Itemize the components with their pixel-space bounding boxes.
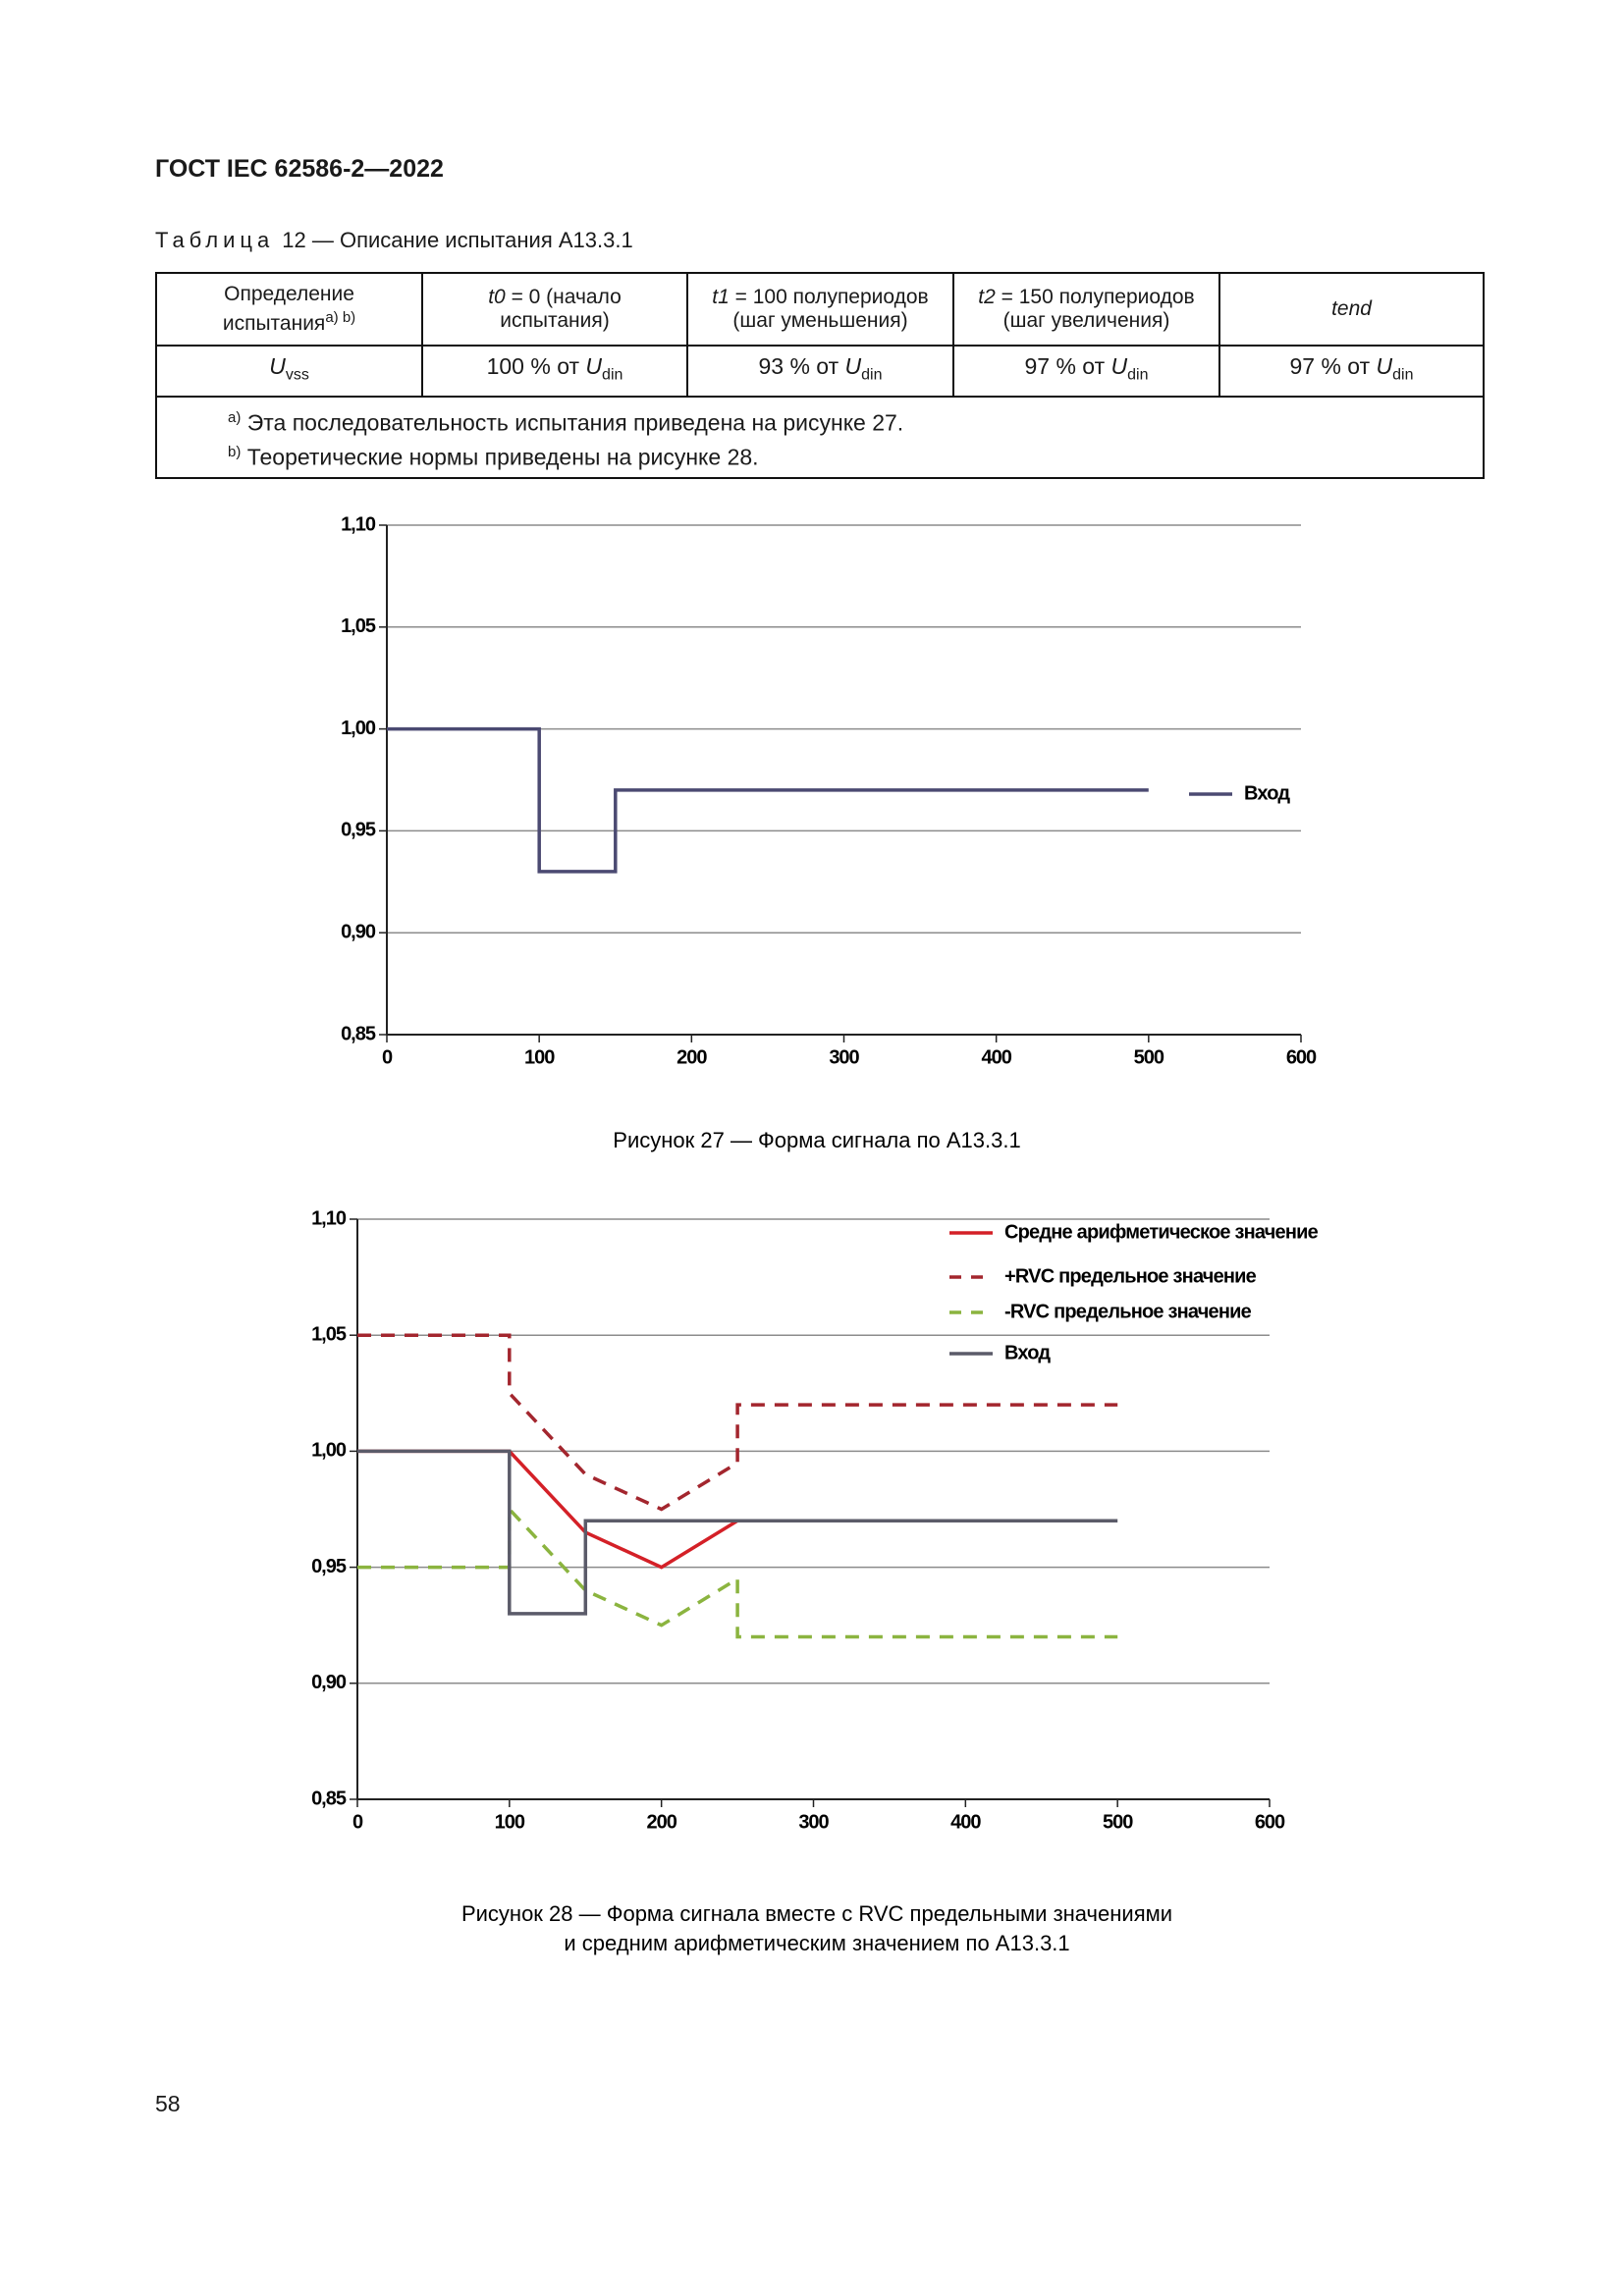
x-tick-label: 0 (352, 1811, 363, 1833)
x-tick-label: 200 (677, 1046, 707, 1068)
x-tick-label: 500 (1134, 1046, 1164, 1068)
x-tick-label: 400 (981, 1046, 1011, 1068)
figure-caption: Рисунок 28 — Форма сигнала вместе с RVC … (461, 1901, 1172, 1926)
y-tick-label: 1,10 (311, 1207, 347, 1229)
cell-text: = 100 полупериодов (шаг уменьшения) (732, 286, 929, 332)
x-tick-label: 300 (829, 1046, 859, 1068)
footnotes: a) Эта последовательность испытания прив… (155, 396, 1485, 479)
cell-text: 97 % от (1024, 353, 1106, 380)
table: Определение испытанияa) b) t0 = 0 (начал… (155, 272, 1485, 479)
sub: din (1127, 366, 1149, 384)
footnote-row: a) Эта последовательность испытания прив… (155, 396, 1485, 479)
legend-label: Вход (1004, 1342, 1051, 1363)
table-caption-text: 12 — Описание испытания A13.3.1 (282, 228, 633, 252)
legend-label: Вход (1244, 782, 1290, 804)
cell: Uvss (155, 345, 423, 398)
header-cell: Определение испытанияa) b) (155, 272, 423, 347)
doc-title: ГОСТ IEC 62586-2—2022 (155, 155, 444, 183)
sub: vss (285, 366, 309, 384)
footnote-mark: a) (228, 408, 242, 426)
footnote: a) Эта последовательность испытания прив… (228, 403, 1475, 438)
x-tick-label: 600 (1255, 1811, 1285, 1833)
footnote: b) Теоретические нормы приведены на рису… (228, 438, 1475, 472)
var: tend (1331, 297, 1372, 320)
var: U (1376, 353, 1393, 380)
sub: din (1392, 366, 1414, 384)
legend-label: Средне арифметическое значение (1004, 1221, 1319, 1243)
y-tick-label: 1,05 (341, 615, 376, 637)
x-tick-label: 500 (1103, 1811, 1133, 1833)
cell-text: 100 % от (486, 353, 580, 380)
series-line (357, 1449, 1118, 1616)
footnote-mark: b) (228, 443, 242, 460)
cell-text: = 0 (начало испытания) (500, 286, 622, 332)
data-row: Uvss 100 % от Udin 93 % от Udin 97 % от … (155, 345, 1485, 398)
sub: din (861, 366, 883, 384)
footnote-ref: a) b) (325, 309, 356, 326)
var: U (844, 353, 862, 380)
x-tick-label: 400 (950, 1811, 981, 1833)
cell: 100 % от Udin (421, 345, 688, 398)
y-tick-label: 0,85 (311, 1788, 347, 1809)
footnote-text: Эта последовательность испытания приведе… (246, 409, 904, 436)
footnote-text: Теоретические нормы приведены на рисунке… (246, 444, 759, 470)
legend-label: +RVC предельное значение (1004, 1265, 1257, 1287)
var: t1 (712, 286, 730, 308)
var: U (269, 353, 286, 380)
cell-text: = 150 полупериодов (шаг увеличения) (1001, 286, 1195, 332)
y-tick-label: 0,85 (341, 1023, 376, 1044)
x-tick-label: 100 (495, 1811, 525, 1833)
cell: 97 % от Udin (1218, 345, 1485, 398)
cell-text: 97 % от (1289, 353, 1371, 380)
cell: 97 % от Udin (952, 345, 1220, 398)
var: U (1110, 353, 1128, 380)
x-tick-label: 300 (798, 1811, 829, 1833)
figure-caption: и средним арифметическим значением по A1… (564, 1931, 1069, 1955)
header-row: Определение испытанияa) b) t0 = 0 (начал… (155, 272, 1485, 347)
y-tick-label: 1,00 (311, 1440, 347, 1462)
table-label: Таблица (155, 228, 275, 252)
var: t2 (978, 286, 996, 308)
series-line (357, 1333, 1118, 1512)
cell-text: 93 % от (758, 353, 839, 380)
header-cell: t1 = 100 полупериодов (шаг уменьшения) (686, 272, 954, 347)
x-tick-label: 100 (524, 1046, 555, 1068)
y-tick-label: 1,00 (341, 718, 376, 739)
x-tick-label: 600 (1286, 1046, 1317, 1068)
x-tick-label: 200 (646, 1811, 677, 1833)
var: t0 (488, 286, 506, 308)
y-tick-label: 1,05 (311, 1323, 347, 1345)
y-tick-label: 1,10 (341, 513, 376, 535)
y-tick-label: 0,95 (341, 820, 376, 841)
y-tick-label: 0,95 (311, 1556, 347, 1577)
series-line (387, 726, 1149, 874)
cell-text: Определение испытания (222, 283, 354, 335)
sub: din (602, 366, 623, 384)
figure-caption: Рисунок 27 — Форма сигнала по A13.3.1 (613, 1128, 1020, 1152)
series-line (357, 1505, 1118, 1639)
var: U (585, 353, 603, 380)
legend-label: -RVC предельное значение (1004, 1301, 1252, 1322)
x-tick-label: 0 (382, 1046, 393, 1068)
header-cell: t0 = 0 (начало испытания) (421, 272, 688, 347)
table-caption: Таблица 12 — Описание испытания A13.3.1 (155, 228, 633, 253)
header-cell: tend (1218, 272, 1485, 347)
page-number: 58 (155, 2091, 181, 2116)
y-tick-label: 0,90 (341, 921, 376, 942)
cell: 93 % от Udin (686, 345, 954, 398)
y-tick-label: 0,90 (311, 1672, 347, 1693)
header-cell: t2 = 150 полупериодов (шаг увеличения) (952, 272, 1220, 347)
